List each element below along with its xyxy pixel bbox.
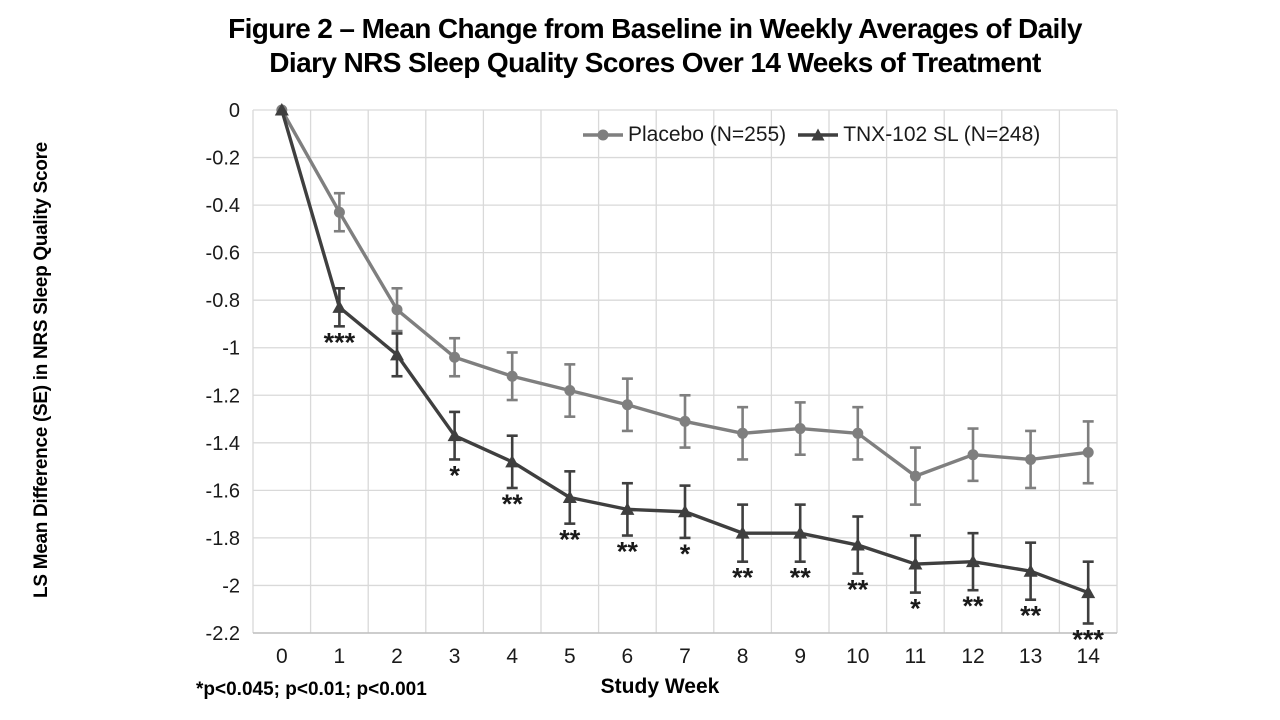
placebo-point-w5 bbox=[564, 385, 576, 397]
legend: Placebo (N=255) TNX-102 SL (N=248) bbox=[583, 123, 1040, 147]
series-tnx102sl bbox=[274, 103, 1096, 625]
significance-label-w8: ** bbox=[732, 563, 754, 593]
placebo-point-w2 bbox=[391, 304, 403, 316]
tnx102sl-point-w8 bbox=[735, 526, 750, 539]
x-tick-label: 6 bbox=[622, 645, 634, 668]
legend-item-placebo: Placebo (N=255) bbox=[583, 123, 786, 147]
tnx102sl-point-w2 bbox=[390, 347, 404, 361]
tnx102sl-point-w13 bbox=[1023, 564, 1038, 577]
placebo-point-w9 bbox=[794, 423, 806, 435]
legend-item-tnx102sl: TNX-102 SL (N=248) bbox=[798, 123, 1040, 147]
x-tick-label: 5 bbox=[564, 645, 576, 668]
x-tick-label: 2 bbox=[391, 645, 403, 668]
y-tick-label: -1.4 bbox=[206, 433, 240, 455]
significance-label-w10: ** bbox=[847, 575, 869, 605]
tnx102sl-point-w0 bbox=[274, 103, 289, 116]
y-tick-label: -1 bbox=[222, 338, 240, 360]
placebo-point-w6 bbox=[621, 399, 633, 411]
placebo-point-w13 bbox=[1025, 453, 1037, 465]
circle-marker-icon bbox=[583, 129, 623, 141]
y-tick-label: -0.4 bbox=[206, 195, 240, 217]
tnx102sl-point-w5 bbox=[562, 490, 577, 503]
y-tick-labels: 0 -0.2 -0.4 -0.6 -0.8 -1 -1.2 -1.4 -1.6 -1.8 -2 -2.… bbox=[206, 100, 240, 645]
significance-footnote: *p<0.045; p<0.01; p<0.001 bbox=[196, 679, 427, 700]
x-tick-label: 11 bbox=[904, 645, 926, 668]
y-tick-label: -2.2 bbox=[206, 623, 240, 645]
significance-label-w6: ** bbox=[617, 537, 639, 567]
tnx102sl-point-w11 bbox=[908, 557, 923, 570]
x-tick-label: 8 bbox=[737, 645, 749, 668]
y-tick-label: -2 bbox=[222, 575, 240, 597]
x-tick-label: 1 bbox=[334, 645, 346, 668]
tnx102sl-point-w4 bbox=[505, 454, 520, 468]
triangle-marker-icon bbox=[798, 128, 839, 141]
figure-title: Figure 2 – Mean Change from Baseline in … bbox=[0, 12, 1280, 80]
x-tick-labels: 0 1 2 3 4 5 6 7 8 9 10 11 12 13 14 bbox=[276, 645, 1100, 668]
x-tick-label: 12 bbox=[961, 645, 984, 668]
significance-label-w7: * bbox=[680, 539, 691, 569]
tnx102sl-point-w6 bbox=[620, 502, 635, 515]
x-tick-label: 7 bbox=[679, 645, 691, 668]
y-tick-label: 0 bbox=[229, 100, 240, 122]
placebo-point-w4 bbox=[506, 370, 518, 382]
y-tick-label: -1.2 bbox=[206, 385, 240, 407]
placebo-point-w14 bbox=[1082, 446, 1094, 458]
x-tick-label: 13 bbox=[1019, 645, 1042, 668]
significance-label-w9: ** bbox=[790, 563, 812, 593]
significance-labels: ******** ** *** ** *** ** ***** bbox=[324, 327, 1105, 654]
placebo-point-w8 bbox=[737, 427, 749, 439]
x-tick-label: 9 bbox=[794, 645, 806, 668]
y-tick-label: -0.6 bbox=[206, 243, 240, 265]
significance-label-w4: ** bbox=[502, 489, 524, 519]
placebo-point-w1 bbox=[333, 206, 345, 218]
tnx102sl-point-w3 bbox=[447, 428, 462, 442]
y-tick-label: -1.6 bbox=[206, 480, 240, 502]
legend-label: Placebo (N=255) bbox=[628, 123, 787, 146]
figure-title-line2: Diary NRS Sleep Quality Scores Over 14 W… bbox=[269, 47, 1041, 79]
x-tick-label: 14 bbox=[1077, 645, 1101, 668]
significance-label-w1: *** bbox=[324, 327, 356, 357]
x-tick-label: 4 bbox=[506, 645, 518, 668]
placebo-point-w12 bbox=[967, 449, 979, 461]
x-tick-label: 10 bbox=[846, 645, 869, 668]
x-axis-title: Study Week bbox=[600, 675, 720, 698]
x-tick-label: 3 bbox=[449, 645, 461, 668]
y-tick-label: -0.2 bbox=[206, 148, 240, 170]
tnx102sl-point-w1 bbox=[332, 300, 347, 313]
figure-title-line1: Figure 2 – Mean Change from Baseline in … bbox=[228, 13, 1082, 44]
tnx102sl-point-w10 bbox=[850, 538, 865, 551]
placebo-point-w3 bbox=[449, 351, 461, 363]
tnx102sl-point-w14 bbox=[1081, 585, 1096, 599]
significance-label-w11: * bbox=[910, 594, 921, 624]
significance-label-w12: ** bbox=[962, 591, 984, 621]
series-placebo bbox=[276, 104, 1094, 506]
significance-label-w5: ** bbox=[559, 525, 581, 555]
x-tick-label: 0 bbox=[276, 645, 288, 668]
significance-label-w14: *** bbox=[1072, 624, 1104, 654]
tnx102sl-point-w7 bbox=[678, 504, 692, 518]
y-tick-label: -1.8 bbox=[206, 528, 240, 550]
tnx102sl-point-w9 bbox=[793, 526, 808, 539]
placebo-point-w10 bbox=[852, 427, 864, 439]
significance-label-w3: * bbox=[449, 460, 460, 490]
tnx102sl-point-w12 bbox=[966, 554, 980, 568]
significance-label-w13: ** bbox=[1020, 601, 1042, 631]
legend-label: TNX-102 SL (N=248) bbox=[843, 123, 1041, 146]
y-tick-label: -0.8 bbox=[206, 290, 240, 312]
placebo-point-w11 bbox=[909, 470, 921, 482]
placebo-point-w7 bbox=[679, 415, 691, 427]
